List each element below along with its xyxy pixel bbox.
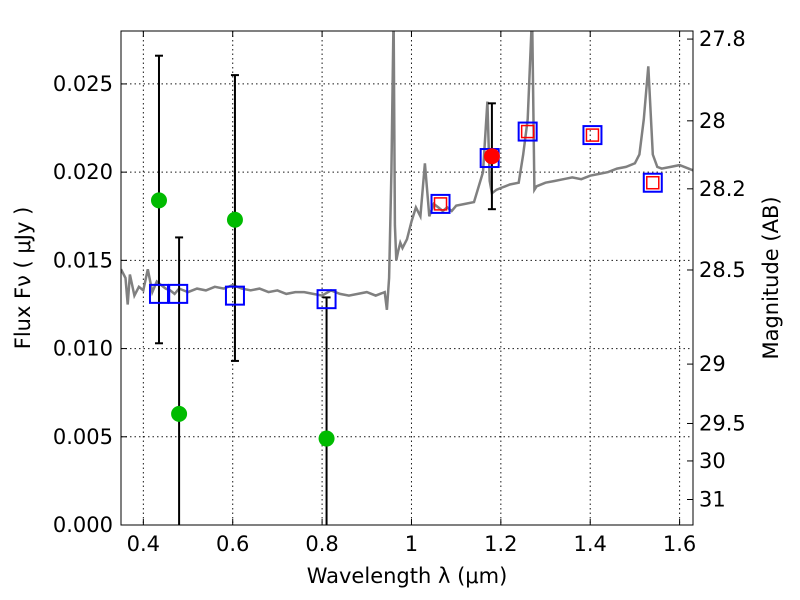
- x-tick-label: 0.8: [305, 532, 338, 556]
- model-point-red: [433, 197, 448, 211]
- model-point-blue: [642, 172, 663, 193]
- y2-tick-label: 27.8: [699, 27, 746, 51]
- y-tick-label: 0.005: [53, 425, 113, 449]
- observed-point: [226, 211, 243, 228]
- model-point-blue: [582, 125, 603, 146]
- x-tick-label: 0.4: [127, 532, 160, 556]
- model-point-blue: [517, 121, 538, 142]
- observed-point: [318, 430, 335, 447]
- model-point-blue: [430, 193, 451, 214]
- y-tick-label: 0.020: [53, 160, 113, 184]
- observed-point: [150, 192, 167, 209]
- spectrum-line: [121, 31, 693, 310]
- axis-ticks: 0.4 0.6 0.8 1 1.2 1.4 1.6 0.000 0.005 0.010 0.015 0…: [53, 27, 746, 556]
- observed-point: [171, 405, 188, 422]
- y2-tick-label: 30: [699, 449, 726, 473]
- model-point-red: [646, 175, 660, 190]
- model-point-red: [585, 128, 600, 142]
- x-tick-label: 1: [405, 532, 418, 556]
- model-point-blue: [316, 289, 337, 310]
- y2-tick-label: 28: [699, 109, 726, 133]
- y-tick-label: 0.010: [53, 337, 113, 361]
- y-tick-label: 0.025: [53, 72, 113, 96]
- y2-tick-label: 31: [699, 487, 726, 511]
- model-point-red: [520, 124, 535, 139]
- x-axis-label: Wavelength λ (μm): [307, 564, 508, 588]
- spectrum-series: [121, 31, 693, 310]
- grid-lines: [121, 31, 693, 525]
- y2-tick-label: 28.5: [699, 258, 746, 282]
- model-point-blue: [224, 285, 245, 306]
- y2-axis-label: Magnitude (AB): [759, 196, 783, 359]
- x-tick-label: 1.4: [574, 532, 607, 556]
- data-points: [148, 121, 663, 447]
- x-tick-label: 0.6: [216, 532, 249, 556]
- y2-tick-label: 28.2: [699, 177, 746, 201]
- y-tick-label: 0.015: [53, 248, 113, 272]
- model-point-blue: [148, 283, 169, 304]
- x-tick-label: 1.6: [663, 532, 696, 556]
- y2-tick-label: 29: [699, 352, 726, 376]
- model-point-blue: [168, 283, 189, 304]
- y2-tick-label: 29.5: [699, 411, 746, 435]
- x-tick-label: 1.2: [484, 532, 517, 556]
- y-axis-label: Flux Fν ( μJy ): [11, 207, 35, 350]
- y-tick-label: 0.000: [53, 513, 113, 537]
- observed-detection-point: [483, 148, 500, 165]
- plot-frame: [120, 30, 694, 526]
